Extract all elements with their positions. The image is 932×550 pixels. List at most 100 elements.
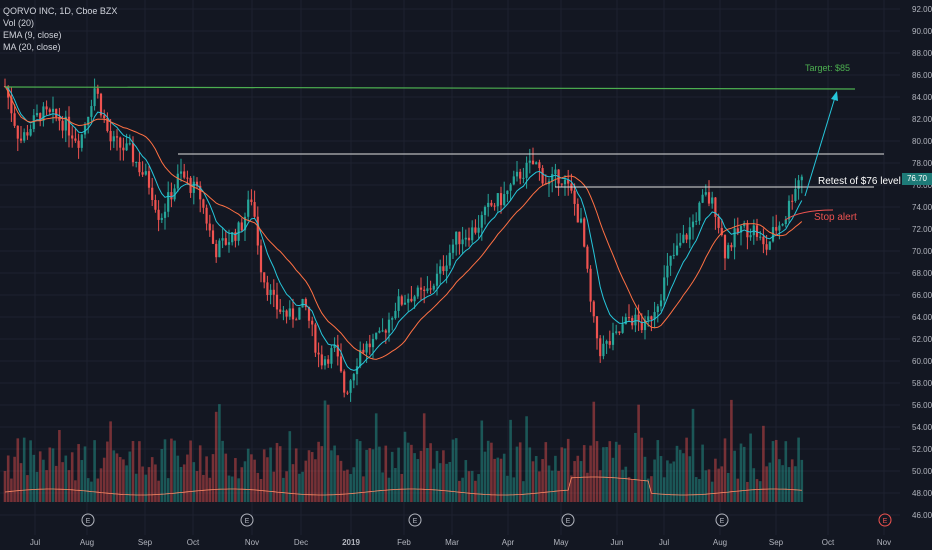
ma-indicator-label[interactable]: MA (20, close) — [3, 42, 61, 52]
volume-bar — [77, 444, 80, 502]
volume-bar — [74, 480, 77, 502]
candle-body — [157, 209, 160, 220]
volume-indicator-label[interactable]: Vol (20) — [3, 18, 35, 28]
candle-body — [791, 200, 794, 202]
candle-body — [778, 225, 781, 231]
volume-bar — [22, 437, 26, 502]
candle-body — [208, 223, 211, 231]
volume-bar — [403, 431, 407, 502]
price-tick-label: 88.00 — [912, 49, 932, 58]
volume-bar — [275, 442, 279, 502]
candle-body — [186, 177, 189, 179]
candle-body — [74, 138, 77, 141]
volume-bar — [301, 471, 304, 502]
time-tick-label: Nov — [877, 538, 891, 547]
candle-body — [448, 252, 451, 266]
volume-bar — [733, 450, 736, 502]
volume-bar — [35, 471, 39, 502]
candle-body — [90, 106, 93, 117]
price-axis[interactable]: 92.00 90.00 88.00 86.00 84.00 82.00 80.00 78.00… — [912, 5, 932, 520]
volume-bar — [490, 442, 493, 502]
volume-bar — [173, 440, 176, 502]
volume-bar — [522, 481, 525, 502]
candle-body — [483, 207, 487, 216]
candle-body — [375, 332, 378, 339]
time-axis[interactable]: Jul Aug Sep Oct Nov Dec 2019 Feb Mar Apr May Jun Jul… — [30, 538, 891, 547]
candle-body — [720, 227, 723, 236]
volume-bar — [538, 471, 541, 502]
candle-body — [615, 331, 618, 333]
candle-body — [727, 245, 730, 259]
volume-bar — [147, 467, 151, 502]
volume-bar — [19, 463, 23, 502]
volume-bar — [131, 441, 135, 502]
candle-body — [362, 349, 365, 353]
volume-bar — [797, 437, 800, 502]
price-tick-label: 72.00 — [912, 225, 932, 234]
ema-indicator-label[interactable]: EMA (9, close) — [3, 30, 62, 40]
volume-bar — [352, 467, 356, 502]
stop-label: Stop alert — [814, 212, 857, 223]
price-tick-label: 64.00 — [912, 313, 932, 322]
volume-bar — [291, 464, 295, 502]
volume-bar — [163, 439, 167, 502]
candle-body — [794, 188, 797, 202]
candle-body — [531, 160, 535, 165]
candle-body — [400, 296, 403, 305]
volume-bar — [224, 453, 228, 502]
candle-body — [707, 192, 711, 204]
volume-bar — [166, 478, 170, 502]
volume-bar — [435, 450, 439, 502]
candle-body — [282, 310, 285, 312]
candle-body — [266, 282, 269, 295]
volume-bar — [397, 447, 400, 502]
candle-body — [13, 113, 16, 126]
candle-body — [666, 265, 669, 278]
candle-body — [560, 183, 563, 185]
candle-body — [583, 218, 586, 247]
candle-body — [637, 314, 640, 322]
volume-bar — [710, 481, 714, 502]
time-tick-label: Mar — [445, 538, 459, 547]
volume-bar — [58, 429, 61, 502]
volume-bar — [288, 431, 292, 502]
volume-bar — [467, 471, 471, 502]
candle-body — [346, 392, 349, 394]
candle-body — [269, 289, 272, 295]
volume-bar — [336, 455, 340, 502]
candle-body — [800, 176, 803, 181]
volume-bar — [768, 462, 772, 502]
volume-bar — [134, 473, 138, 502]
candle-body — [403, 302, 407, 305]
candle-body — [499, 193, 503, 206]
volume-bar — [451, 439, 455, 502]
candle-body — [355, 366, 359, 375]
candle-body — [112, 136, 115, 142]
candle-body — [215, 243, 218, 258]
volume-bar — [429, 443, 432, 502]
candle-body — [167, 192, 170, 212]
volume-bar — [605, 447, 608, 502]
candle-body — [551, 173, 554, 182]
volume-bar — [742, 446, 746, 502]
volume-bar — [646, 478, 650, 502]
candle-body — [711, 197, 714, 204]
price-tick-label: 70.00 — [912, 247, 932, 256]
price-tick-label: 56.00 — [912, 401, 932, 410]
volume-bar — [637, 404, 640, 502]
candle-body — [311, 320, 314, 325]
symbol-title[interactable]: QORVO INC, 1D, Cboe BZX — [3, 6, 118, 16]
candle-body — [163, 211, 167, 218]
target-line[interactable] — [4, 86, 856, 90]
time-tick-label: May — [553, 538, 568, 547]
volume-bar — [150, 457, 154, 502]
time-tick-label: Jun — [611, 538, 624, 547]
candle-body — [429, 288, 432, 290]
candle-body — [528, 160, 531, 163]
candle-body — [451, 244, 455, 253]
volume-bar — [531, 461, 535, 502]
volume-bar — [698, 479, 701, 502]
candle-body — [55, 108, 58, 117]
candle-body — [224, 238, 227, 245]
